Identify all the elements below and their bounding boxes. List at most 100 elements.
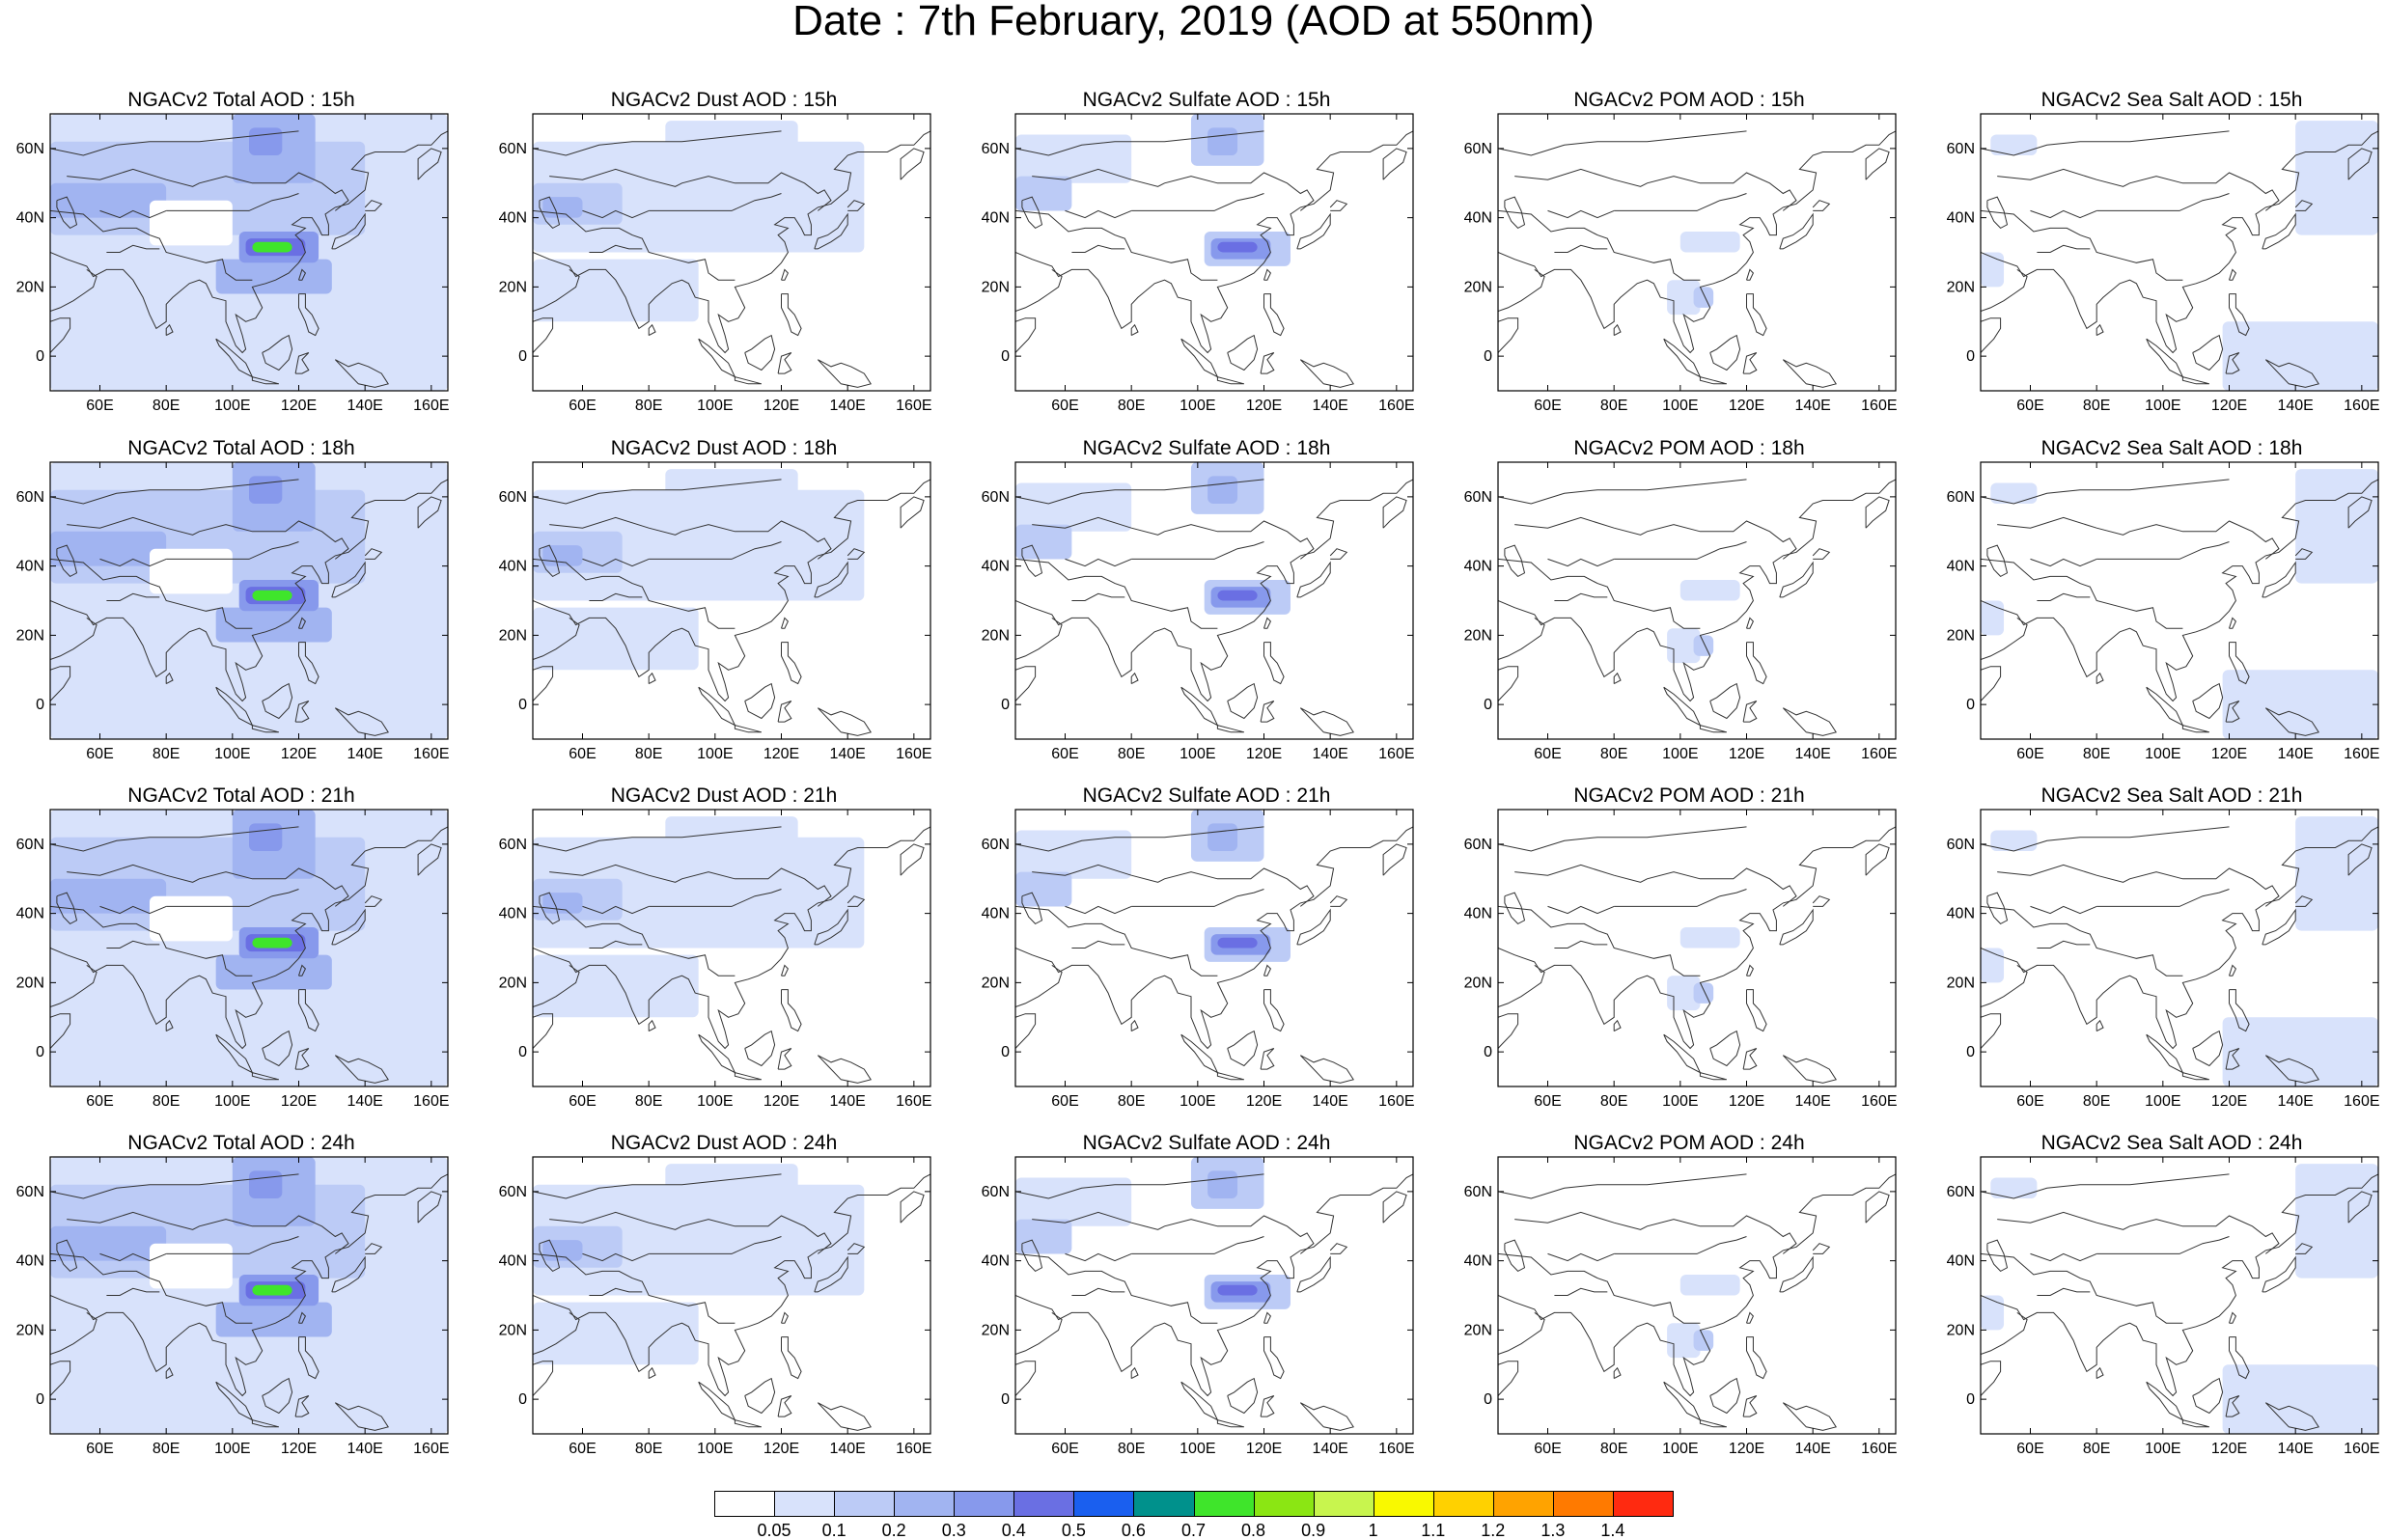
panel-title: NGACv2 Dust AOD : 15h	[610, 89, 838, 111]
colorbar-label: 0.1	[821, 1521, 847, 1540]
panel-title: NGACv2 POM AOD : 21h	[1573, 784, 1805, 807]
coastline	[1709, 682, 1741, 720]
map-frame	[1980, 113, 2379, 392]
panel-title: NGACv2 Total AOD : 24h	[127, 1132, 355, 1154]
coastline	[165, 1019, 174, 1032]
coastline	[1021, 892, 1043, 925]
coastline	[1015, 1311, 1063, 1355]
aod-field-patch	[2295, 816, 2378, 931]
lon-tick-label: 60E	[1051, 1093, 1078, 1110]
panel-title: NGACv2 Total AOD : 18h	[127, 437, 355, 459]
colorbar-swatch	[1552, 1491, 1614, 1517]
lon-tick-label: 100E	[1662, 1093, 1698, 1110]
lat-tick-label: 0	[1966, 697, 1975, 713]
lon-tick-label: 60E	[569, 1441, 596, 1457]
lon-tick-label: 160E	[413, 1093, 449, 1110]
coastline	[50, 964, 97, 1007]
coastline	[1216, 725, 1245, 733]
coastline	[777, 701, 792, 723]
aod-field-patch	[150, 200, 233, 246]
map-frame	[49, 809, 449, 1087]
coastline	[50, 826, 299, 852]
coastline	[331, 908, 366, 946]
coastline	[298, 1336, 319, 1380]
coastline	[1021, 1239, 1043, 1273]
coastline	[900, 496, 925, 529]
coastline	[215, 1033, 254, 1074]
coastline	[549, 516, 832, 560]
coastline	[817, 359, 872, 388]
aod-field-patch	[1217, 1284, 1258, 1296]
lat-tick-label: 60N	[499, 1184, 527, 1200]
map-frame	[1497, 461, 1897, 740]
coastline	[2096, 541, 2230, 560]
lon-tick-label: 160E	[2344, 1093, 2379, 1110]
aod-field-patch	[1981, 252, 2005, 288]
coastline	[698, 338, 736, 378]
coastline	[847, 200, 866, 211]
coastline	[1981, 1173, 2378, 1397]
lon-tick-label: 60E	[2016, 1441, 2043, 1457]
coastline	[50, 1013, 71, 1049]
map-panel-pom: NGACv2 POM AOD : 15h 60E 80E 100E 120E 140E 16…	[1448, 89, 1901, 417]
lon-tick-label: 120E	[1246, 746, 1282, 762]
aod-field-patch	[1217, 937, 1258, 949]
coastline	[1613, 1366, 1622, 1380]
lon-tick-label: 140E	[829, 1093, 865, 1110]
coastline	[817, 707, 872, 736]
lon-tick-label: 140E	[1794, 1093, 1830, 1110]
coastline	[1498, 826, 1747, 852]
coastline	[533, 130, 782, 156]
map-panel-dust: NGACv2 Dust AOD : 15h 60E 80E 100E 120E 140E 1…	[483, 89, 936, 417]
lat-tick-label: 20N	[1947, 279, 1975, 295]
map-frame	[1014, 113, 1414, 392]
map-panel-pom: NGACv2 POM AOD : 21h 60E 80E 100E 120E 140E 16…	[1448, 784, 1901, 1113]
coastline	[56, 1239, 78, 1273]
coastline	[1504, 1239, 1526, 1273]
coastline	[2096, 1236, 2230, 1254]
lat-tick-label: 0	[1484, 348, 1492, 365]
coastline	[50, 479, 448, 702]
map-panel-sulfate: NGACv2 Sulfate AOD : 24h 60E 80E 100E 120E 14…	[965, 1132, 1419, 1460]
coastline	[649, 193, 782, 211]
coastline	[2037, 592, 2091, 601]
lat-tick-label: 60N	[1464, 141, 1492, 157]
lat-tick-label: 20N	[499, 1322, 527, 1338]
aod-field-patch	[665, 469, 798, 525]
coastline	[1986, 892, 2009, 925]
coastline	[251, 376, 280, 385]
panel-title: NGACv2 Total AOD : 21h	[127, 784, 355, 807]
coastline	[1329, 895, 1348, 907]
aod-map: 60E 80E 100E 120E 140E 160E 60N 40N 20N 0	[982, 809, 1415, 1110]
coastline	[649, 889, 782, 907]
coastline	[1382, 1191, 1407, 1224]
lon-tick-label: 100E	[214, 1093, 250, 1110]
coastline	[1015, 1013, 1037, 1049]
lon-tick-label: 80E	[635, 1441, 662, 1457]
coastline	[294, 352, 310, 374]
coastline	[533, 558, 736, 629]
coastline	[1260, 1048, 1275, 1070]
lon-tick-label: 120E	[1729, 746, 1764, 762]
lon-tick-label: 60E	[1534, 1441, 1561, 1457]
colorbar-swatch	[1612, 1491, 1674, 1517]
coastline	[2030, 209, 2097, 219]
aod-field-patch	[249, 1170, 283, 1199]
map-panel-seasalt: NGACv2 Sea Salt AOD : 18h 60E 80E 100E 120E 1…	[1930, 437, 2384, 765]
coastline	[814, 212, 848, 250]
coastline	[648, 1019, 656, 1032]
lon-tick-label: 120E	[763, 1441, 799, 1457]
coastline	[2264, 1402, 2319, 1431]
coastline	[1299, 707, 1354, 736]
coastline	[533, 130, 930, 354]
colorbar-swatch	[1073, 1491, 1135, 1517]
aod-field-patch	[1667, 628, 1701, 664]
lon-tick-label: 100E	[1180, 746, 1215, 762]
aod-field-patch	[249, 476, 283, 505]
coastline	[1015, 317, 1037, 353]
coastline	[533, 1173, 782, 1199]
coastline	[1742, 1395, 1758, 1417]
coastline	[2096, 889, 2230, 907]
lon-tick-label: 140E	[1312, 398, 1347, 414]
aod-field-patch	[542, 893, 583, 914]
